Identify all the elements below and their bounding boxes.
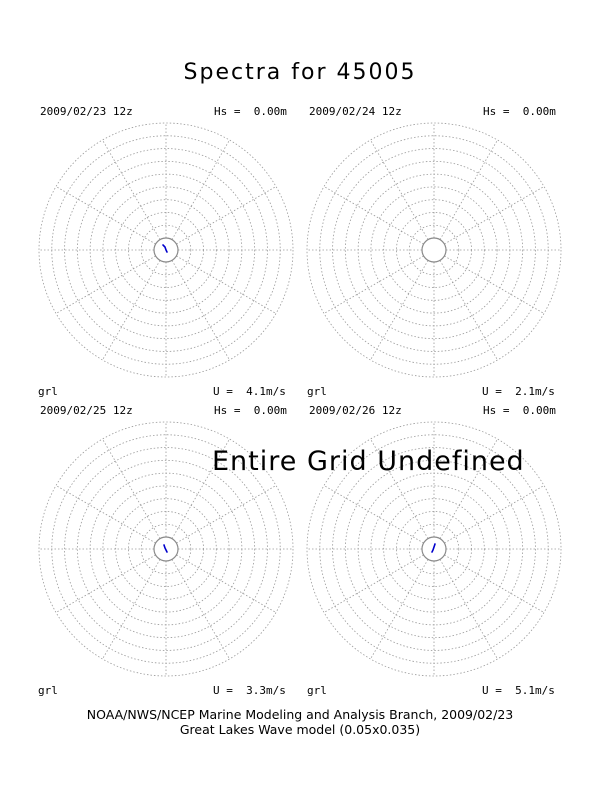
spoke-60 [171, 559, 230, 660]
panel-2-wind: U = 2.1m/s [482, 385, 555, 398]
ring-3 [383, 498, 485, 600]
spoke-30 [176, 255, 277, 314]
ring-4 [370, 485, 498, 613]
spoke-210 [55, 186, 156, 245]
ring-1 [140, 523, 192, 575]
panel-4-wind: U = 5.1m/s [482, 684, 555, 697]
panel-3-datetime: 2009/02/25 12z [40, 404, 133, 417]
ring-5 [357, 173, 511, 327]
ring-9 [38, 421, 294, 677]
panel-1-grid-label: grl [38, 385, 58, 398]
inner-circle [153, 536, 179, 562]
panel-2-grid-label: grl [307, 385, 327, 398]
footer-line-1: NOAA/NWS/NCEP Marine Modeling and Analys… [86, 707, 514, 722]
spoke-120 [102, 559, 161, 660]
ring-1 [140, 224, 192, 276]
spoke-210 [323, 485, 424, 544]
ring-6 [344, 160, 524, 340]
ring-9 [38, 122, 294, 378]
ring-3 [115, 199, 217, 301]
spectrum-mark [163, 544, 168, 553]
undefined-grid-message: Entire Grid Undefined [212, 446, 525, 477]
ring-3 [115, 498, 217, 600]
polar-panel-3 [38, 421, 294, 677]
spoke-60 [439, 559, 498, 660]
ring-7 [332, 447, 536, 651]
ring-7 [332, 148, 536, 352]
spoke-150 [323, 554, 424, 613]
ring-3 [383, 199, 485, 301]
footer-line-2: Great Lakes Wave model (0.05x0.035) [179, 722, 421, 737]
inner-circle [153, 237, 179, 263]
panel-2-datetime: 2009/02/24 12z [309, 105, 402, 118]
spoke-240 [102, 438, 161, 539]
spoke-60 [171, 260, 230, 361]
polar-panel-4 [306, 421, 562, 677]
inner-circle [421, 237, 447, 263]
ring-1 [408, 523, 460, 575]
polar-panel-1 [38, 122, 294, 378]
spoke-30 [176, 554, 277, 613]
spectrum-mark [431, 543, 436, 553]
inner-circle [421, 536, 447, 562]
spoke-120 [102, 260, 161, 361]
spoke-330 [176, 485, 277, 544]
spoke-330 [444, 186, 545, 245]
panel-3-grid-label: grl [38, 684, 58, 697]
spoke-300 [439, 438, 498, 539]
page-title: Spectra for 45005 [183, 60, 417, 85]
panel-1-datetime: 2009/02/23 12z [40, 105, 133, 118]
spoke-330 [444, 485, 545, 544]
ring-4 [102, 186, 230, 314]
spoke-240 [102, 139, 161, 240]
spoke-300 [171, 139, 230, 240]
panel-4-hs: Hs = 0.00m [483, 404, 556, 417]
spoke-330 [176, 186, 277, 245]
ring-6 [76, 160, 256, 340]
spoke-30 [444, 554, 545, 613]
spoke-240 [370, 438, 429, 539]
ring-1 [408, 224, 460, 276]
panel-2-hs: Hs = 0.00m [483, 105, 556, 118]
spoke-240 [370, 139, 429, 240]
spoke-300 [171, 438, 230, 539]
ring-4 [370, 186, 498, 314]
spoke-150 [323, 255, 424, 314]
ring-7 [64, 148, 268, 352]
ring-9 [306, 421, 562, 677]
spoke-150 [55, 255, 156, 314]
polar-panel-2 [306, 122, 562, 378]
spoke-60 [439, 260, 498, 361]
ring-7 [64, 447, 268, 651]
ring-4 [102, 485, 230, 613]
spoke-210 [323, 186, 424, 245]
spectrum-mark [162, 244, 168, 253]
panel-1-wind: U = 4.1m/s [213, 385, 286, 398]
panel-3-wind: U = 3.3m/s [213, 684, 286, 697]
spoke-300 [439, 139, 498, 240]
panel-4-grid-label: grl [307, 684, 327, 697]
panel-1-hs: Hs = 0.00m [214, 105, 287, 118]
panel-4-datetime: 2009/02/26 12z [309, 404, 402, 417]
spoke-210 [55, 485, 156, 544]
spoke-30 [444, 255, 545, 314]
ring-6 [344, 459, 524, 639]
panel-3-hs: Hs = 0.00m [214, 404, 287, 417]
spoke-120 [370, 559, 429, 660]
spoke-120 [370, 260, 429, 361]
spoke-150 [55, 554, 156, 613]
ring-9 [306, 122, 562, 378]
ring-6 [76, 459, 256, 639]
